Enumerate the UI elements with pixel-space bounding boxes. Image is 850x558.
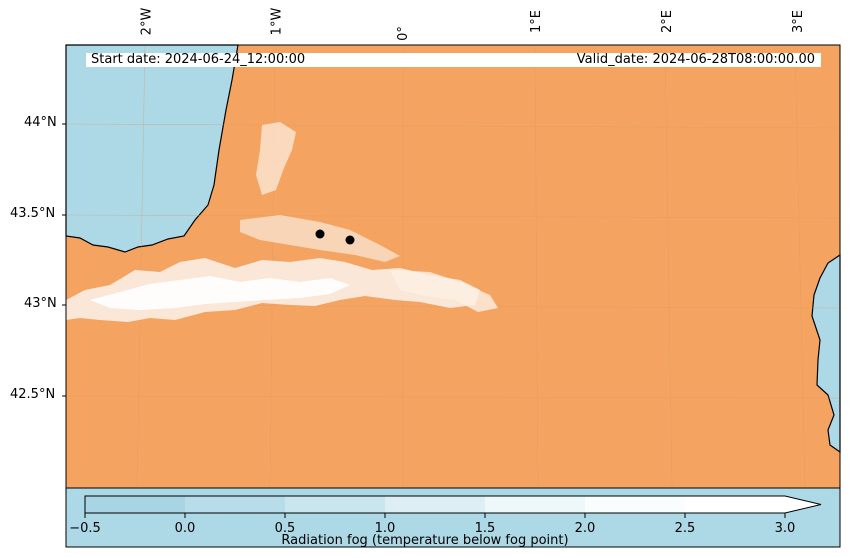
- sea-mediterranean: [811, 253, 841, 454]
- marker-site-1[interactable]: [315, 229, 325, 239]
- cb-tick-1: 0.0: [174, 521, 196, 536]
- fog-patch-east: [390, 270, 498, 312]
- colorbar-label: Radiation fog (temperature below fog poi…: [281, 533, 569, 548]
- cb-tick-0: −0.5: [69, 521, 101, 536]
- fog-field: [66, 122, 498, 322]
- cb-tick-7: 3.0: [774, 521, 796, 536]
- cb-tick-4: 1.5: [474, 521, 496, 536]
- colorbar: [84, 495, 822, 518]
- lat-tick-42-5n: 42.5°N: [10, 387, 56, 402]
- lat-tick-43-5n: 43.5°N: [10, 206, 56, 221]
- date-banner: Start date: 2024-06-24_12:00:00 Valid_da…: [86, 52, 821, 67]
- marker-site-2[interactable]: [345, 235, 355, 245]
- lon-tick-0: 0°: [395, 26, 411, 41]
- valid-date: Valid_date: 2024-06-28T08:00:00.00: [576, 52, 815, 67]
- lon-tick-2w: 2°W: [139, 7, 155, 36]
- lon-tick-1e: 1°E: [529, 10, 544, 33]
- cb-tick-5: 2.0: [574, 521, 596, 536]
- cb-tick-2: 0.5: [274, 521, 296, 536]
- lon-tick-2e: 2°E: [660, 10, 675, 33]
- sea-bay-of-biscay: [65, 44, 239, 253]
- fog-band-core: [90, 276, 350, 310]
- fog-patch-north: [256, 122, 296, 195]
- colorbar-outline: [84, 495, 822, 514]
- lon-tick-1w: 1°W: [269, 7, 285, 36]
- start-date: Start date: 2024-06-24_12:00:00: [91, 52, 306, 67]
- lat-tick-44n: 44°N: [24, 115, 57, 130]
- lat-tick-43n: 43°N: [24, 296, 57, 311]
- lon-tick-3e: 3°E: [791, 10, 806, 33]
- cb-tick-3: 1.0: [374, 521, 396, 536]
- cb-tick-6: 2.5: [674, 521, 696, 536]
